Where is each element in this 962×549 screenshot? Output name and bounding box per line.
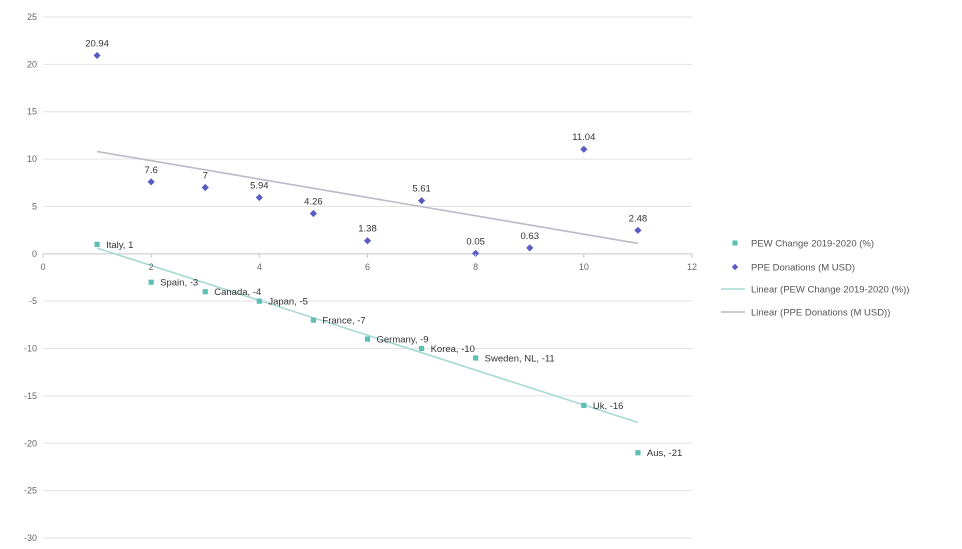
trendline: [96, 247, 639, 424]
y-tick-label: -30: [24, 533, 37, 543]
data-label-pew: Japan, -5: [268, 297, 308, 308]
trendline: [96, 150, 639, 245]
data-points: [93, 51, 642, 456]
data-label-pew: Korea, -10: [431, 344, 475, 355]
point-pew-change: [364, 336, 371, 342]
legend-swatch-pew: [732, 240, 738, 246]
y-tick-label: -5: [29, 296, 37, 306]
y-tick-label: 5: [32, 201, 37, 211]
point-ppe-donations: [580, 145, 588, 153]
legend-swatch-ppe: [731, 263, 739, 271]
y-tick-label: 15: [27, 107, 37, 117]
point-pew-change: [94, 241, 100, 247]
point-ppe-donations: [201, 183, 209, 192]
trendlines: [96, 150, 639, 424]
point-ppe-donations: [93, 51, 101, 60]
point-ppe-donations: [526, 244, 534, 252]
point-pew-change: [635, 450, 641, 456]
x-tick-label: 12: [687, 262, 697, 272]
y-tick-label: 25: [27, 12, 37, 22]
grid: [43, 16, 692, 539]
point-pew-change: [310, 317, 317, 323]
y-tick-label: 20: [27, 59, 37, 69]
x-tick-label: 10: [579, 262, 589, 272]
point-ppe-donations: [634, 226, 642, 234]
y-tick-label: -10: [24, 344, 37, 354]
y-tick-label: -25: [24, 486, 37, 496]
data-label-pew: Aus, -21: [647, 448, 682, 459]
data-label-pew: France, -7: [322, 316, 365, 327]
point-ppe-donations: [363, 237, 372, 245]
x-tick-label: 6: [365, 262, 370, 272]
y-tick-label: 0: [32, 249, 37, 259]
axes: -30 -25 -20 -15 -10 -5 0 5 10 15 20 25 0 2 4 6 8 10 12: [24, 12, 697, 543]
y-tick-label: -20: [24, 438, 37, 448]
legend-label: PEW Change 2019-2020 (%): [751, 239, 874, 250]
data-label-pew: Uk, -16: [593, 401, 624, 412]
data-label-ppe: 1.38: [358, 224, 377, 235]
point-pew-change: [581, 402, 587, 408]
point-ppe-donations: [472, 249, 480, 257]
data-label-pew: Sweden, NL, -11: [485, 354, 555, 365]
point-pew-change: [418, 345, 425, 352]
legend-label: PPE Donations (M USD): [751, 263, 855, 274]
point-ppe-donations: [147, 178, 155, 186]
data-label-ppe: 11.04: [572, 132, 595, 143]
legend-label: Linear (PPE Donations (M USD)): [751, 308, 890, 319]
point-pew-change: [256, 298, 262, 304]
data-label-pew: Canada, -4: [214, 287, 261, 298]
point-ppe-donations: [417, 197, 426, 205]
point-pew-change: [473, 355, 479, 361]
data-label-ppe: 7: [203, 171, 208, 182]
data-labels: Italy, 1 Spain, -3 Canada, -4 Japan, -5 Fran…: [85, 38, 682, 459]
data-label-pew: Spain, -3: [160, 278, 198, 289]
legend: PEW Change 2019-2020 (%) PPE Donations (M…: [721, 239, 909, 319]
data-label-pew: Germany, -9: [377, 335, 429, 346]
data-label-ppe: 5.61: [412, 184, 431, 195]
x-tick-label: 0: [40, 262, 45, 272]
data-label-ppe: 5.94: [250, 181, 269, 192]
data-label-ppe: 20.94: [85, 38, 109, 49]
data-label-ppe: 7.6: [145, 165, 158, 176]
point-ppe-donations: [309, 209, 318, 218]
point-pew-change: [148, 279, 154, 285]
data-label-ppe: 2.48: [629, 213, 648, 224]
x-tick-label: 4: [257, 262, 262, 272]
data-label-ppe: 0.63: [521, 231, 540, 242]
y-tick-label: -15: [24, 391, 37, 401]
y-tick-label: 10: [27, 154, 37, 164]
data-label-ppe: 0.05: [466, 236, 485, 247]
x-tick-label: 2: [149, 262, 154, 272]
point-ppe-donations: [255, 193, 263, 202]
legend-label: Linear (PEW Change 2019-2020 (%)): [751, 285, 909, 296]
x-tick-label: 8: [473, 262, 478, 272]
point-pew-change: [202, 289, 208, 295]
data-label-pew: Italy, 1: [106, 240, 133, 251]
data-label-ppe: 4.26: [304, 196, 323, 207]
